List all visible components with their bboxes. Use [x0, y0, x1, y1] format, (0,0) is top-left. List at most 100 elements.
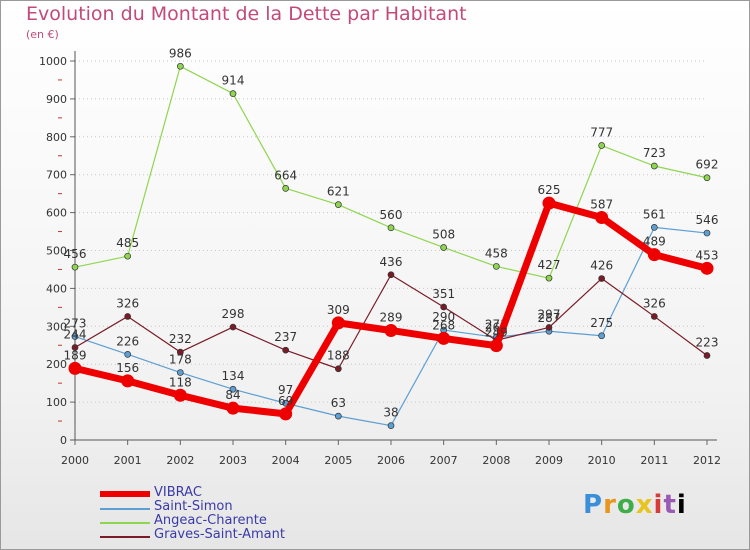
data-point: [440, 303, 448, 311]
data-point: [279, 407, 293, 421]
data-point: [598, 142, 606, 149]
data-label: 560: [380, 208, 403, 222]
data-label: 232: [169, 332, 192, 346]
data-label: 427: [538, 258, 561, 272]
data-label: 485: [116, 236, 139, 250]
data-label: 546: [696, 213, 719, 227]
data-point: [598, 275, 606, 282]
data-label: 453: [696, 248, 719, 262]
data-label: 244: [64, 328, 87, 342]
x-tick-label: 2003: [219, 454, 247, 467]
series-line: [74, 65, 708, 279]
data-point: [440, 244, 448, 251]
x-tick-label: 2001: [114, 454, 142, 467]
data-point: [176, 62, 184, 70]
data-point: [650, 224, 658, 231]
data-label: 134: [222, 369, 245, 383]
data-point: [282, 184, 290, 192]
data-label: 587: [590, 198, 613, 212]
y-tick-label: 700: [46, 169, 67, 182]
data-label: 178: [169, 353, 192, 367]
data-point: [700, 261, 714, 275]
data-point: [282, 346, 290, 354]
data-label: 223: [696, 335, 719, 349]
y-tick-label: 600: [46, 207, 67, 220]
data-label: 290: [432, 310, 455, 324]
data-label: 298: [222, 307, 245, 321]
legend-label: Graves-Saint-Amant: [154, 527, 285, 542]
legend-swatch: [100, 522, 150, 524]
data-point: [124, 313, 132, 320]
data-point: [124, 252, 132, 260]
x-tick-label: 2008: [482, 454, 510, 467]
data-label: 289: [380, 310, 403, 324]
data-point: [71, 333, 79, 340]
data-point: [492, 263, 500, 270]
y-tick-label: 1000: [39, 55, 67, 68]
x-tick-label: 2010: [588, 454, 616, 467]
data-label: 561: [643, 207, 666, 221]
data-point: [703, 229, 711, 237]
data-label: 723: [643, 146, 666, 160]
data-label: 351: [432, 287, 455, 301]
data-point: [176, 348, 184, 356]
y-tick-label: 900: [46, 93, 67, 106]
y-tick-label: 800: [46, 131, 67, 144]
data-point: [176, 369, 184, 376]
x-tick-label: 2009: [535, 454, 563, 467]
data-label: 97: [278, 383, 293, 397]
data-point: [489, 339, 503, 353]
chart-title: Evolution du Montant de la Dette par Hab…: [26, 3, 467, 25]
data-label: 297: [538, 307, 561, 321]
data-point: [647, 248, 661, 262]
legend-swatch: [100, 491, 150, 497]
data-label: 38: [383, 406, 398, 420]
data-point: [226, 401, 240, 415]
data-label: 275: [590, 316, 613, 330]
data-label: 69: [278, 394, 293, 408]
data-point: [387, 271, 395, 279]
data-label: 189: [64, 348, 87, 362]
y-tick-label: 500: [46, 245, 67, 258]
data-label: 436: [380, 255, 403, 269]
data-label: 777: [590, 126, 613, 140]
y-tick-label: 200: [46, 358, 67, 371]
x-tick-label: 2005: [324, 454, 352, 467]
data-point: [173, 388, 187, 402]
data-point: [545, 274, 553, 282]
x-tick-label: 2002: [166, 454, 194, 467]
data-label: 456: [64, 247, 87, 261]
data-point: [650, 162, 658, 170]
data-point: [703, 352, 711, 359]
data-label: 692: [696, 158, 719, 172]
data-label: 508: [432, 227, 455, 241]
x-tick-label: 2012: [693, 454, 721, 467]
data-point: [229, 323, 237, 331]
legend-label: VIBRAC: [154, 485, 202, 500]
data-point: [703, 174, 711, 182]
x-tick-label: 2011: [640, 454, 668, 467]
x-tick-label: 2000: [61, 454, 89, 467]
x-tick-label: 2004: [272, 454, 300, 467]
y-tick-label: 100: [46, 396, 67, 409]
data-label: 249: [485, 326, 508, 340]
proxiti-logo: Proxiti: [583, 490, 687, 520]
data-label: 156: [116, 361, 139, 375]
data-label: 426: [590, 259, 613, 273]
data-label: 621: [327, 185, 350, 199]
data-point: [121, 374, 135, 388]
y-tick-label: 400: [46, 282, 67, 295]
data-label: 226: [116, 334, 139, 348]
legend-label: Saint-Simon: [154, 499, 233, 514]
data-point: [598, 332, 606, 340]
y-tick-label: 300: [46, 320, 67, 333]
data-point: [229, 385, 237, 393]
data-label: 63: [331, 396, 346, 410]
data-label: 326: [643, 296, 666, 310]
data-label: 458: [485, 246, 508, 260]
data-point: [229, 90, 237, 97]
data-point: [124, 350, 132, 358]
legend-swatch: [100, 508, 150, 510]
data-point: [71, 263, 79, 271]
